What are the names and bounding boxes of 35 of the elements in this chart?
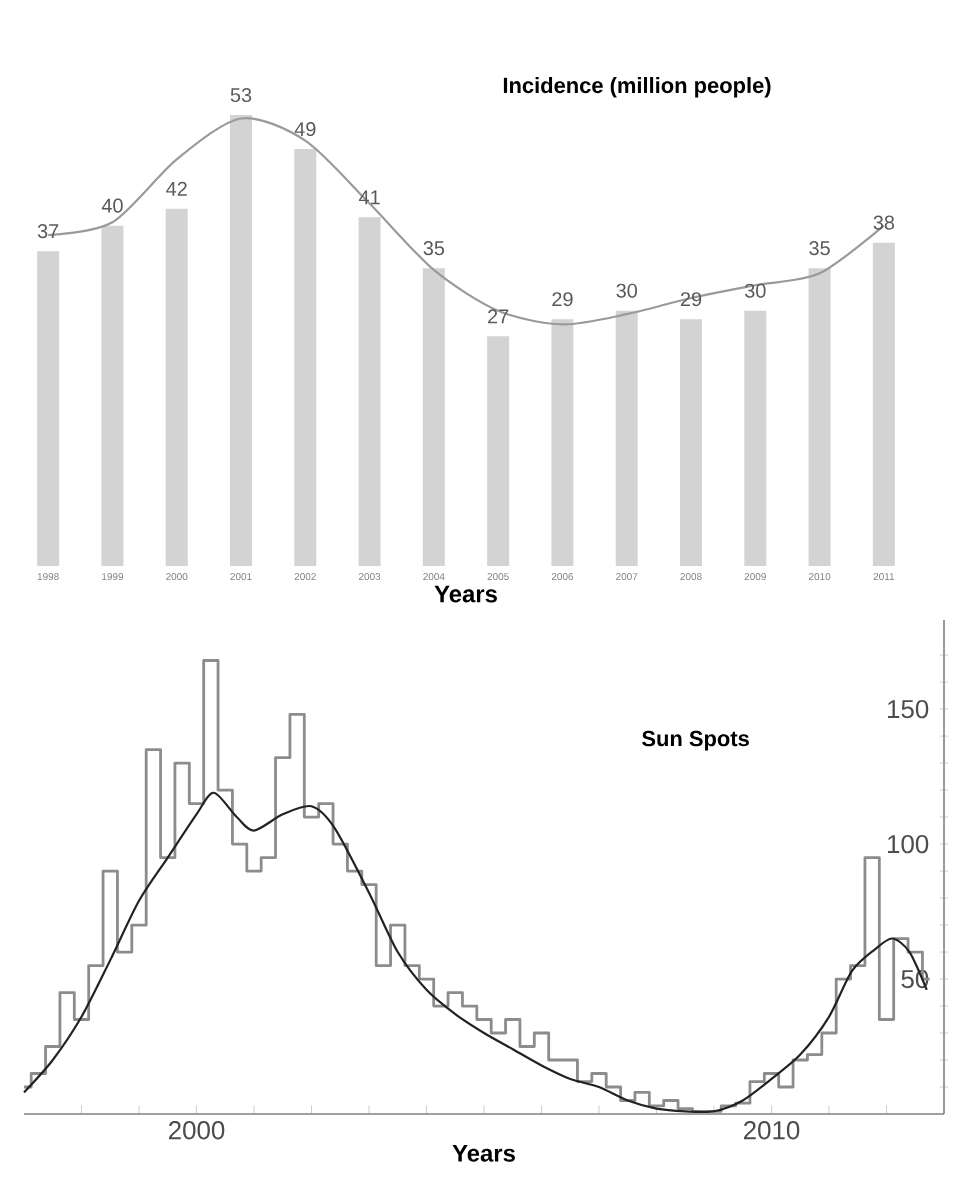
bar — [422, 268, 445, 566]
x-tick-label: 2000 — [169, 1121, 225, 1140]
x-tick-label: 2010 — [744, 1121, 800, 1140]
data-label: 35 — [809, 241, 830, 256]
chart-title: Incidence (million people) — [503, 77, 771, 98]
data-label: 40 — [101, 198, 123, 213]
bar — [744, 310, 767, 566]
data-label: 42 — [166, 181, 187, 196]
data-label: 53 — [230, 87, 252, 103]
bar — [165, 208, 188, 566]
bar — [872, 242, 895, 566]
bar — [551, 319, 574, 566]
bar — [101, 225, 124, 566]
bar — [615, 310, 638, 566]
line-series — [22, 791, 928, 1113]
bar — [358, 217, 381, 566]
x-axis-title: Years — [452, 1145, 515, 1162]
text: Sun Spots — [642, 730, 749, 751]
y-tick-label: 150 — [888, 699, 929, 719]
x-axis-title: Years — [434, 585, 497, 603]
data-label: 49 — [294, 122, 316, 137]
y-tick-label: 100 — [888, 834, 929, 854]
data-label: 35 — [423, 241, 445, 256]
bar — [294, 149, 317, 566]
bar — [487, 336, 510, 566]
data-label: 38 — [873, 215, 895, 230]
bar — [680, 319, 703, 566]
data-label: 29 — [552, 292, 573, 307]
data-label: 30 — [616, 283, 638, 298]
bar — [230, 115, 252, 566]
bar — [808, 268, 831, 566]
data-label: 30 — [744, 283, 766, 298]
data-label: 37 — [37, 224, 59, 239]
data-label: 27 — [488, 309, 509, 324]
bar — [37, 251, 60, 566]
